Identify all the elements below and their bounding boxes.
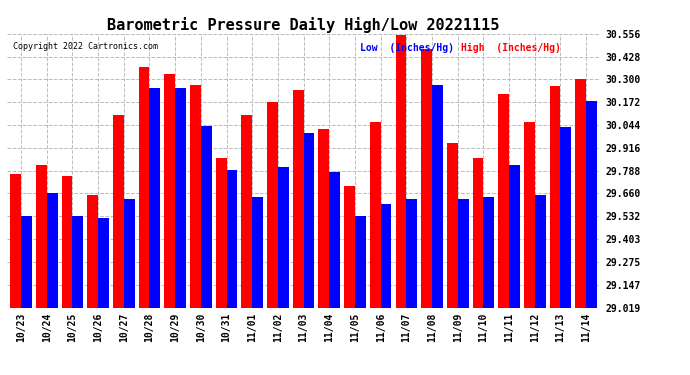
Bar [226,170,237,308]
Bar [113,115,124,308]
Bar [329,172,340,308]
Bar [524,122,535,308]
Bar [216,158,226,308]
Bar [344,186,355,308]
Bar [98,218,109,308]
Bar [395,35,406,308]
Bar [88,195,98,308]
Bar [473,158,484,308]
Bar [21,216,32,308]
Bar [267,102,278,308]
Title: Barometric Pressure Daily High/Low 20221115: Barometric Pressure Daily High/Low 20221… [108,16,500,33]
Bar [293,90,304,308]
Bar [535,195,546,308]
Bar [319,129,329,308]
Bar [550,87,560,308]
Bar [586,101,597,308]
Bar [175,88,186,308]
Bar [304,133,315,308]
Bar [164,74,175,308]
Bar [190,85,201,308]
Bar [36,165,47,308]
Bar [406,199,417,308]
Text: Copyright 2022 Cartronics.com: Copyright 2022 Cartronics.com [13,42,158,51]
Bar [139,67,150,308]
Bar [355,216,366,308]
Bar [381,204,391,308]
Bar [150,88,160,308]
Bar [124,199,135,308]
Bar [201,126,212,308]
Bar [241,115,253,308]
Bar [61,176,72,308]
Bar [10,174,21,308]
Bar [72,216,83,308]
Bar [484,197,494,308]
Bar [278,166,288,308]
Bar [47,194,57,308]
Text: High  (Inches/Hg): High (Inches/Hg) [461,44,561,53]
Bar [422,49,432,308]
Bar [509,165,520,308]
Bar [575,80,586,308]
Bar [457,199,469,308]
Bar [432,85,443,308]
Bar [447,144,457,308]
Text: Low  (Inches/Hg): Low (Inches/Hg) [360,44,454,53]
Bar [253,197,263,308]
Bar [370,122,381,308]
Bar [560,128,571,308]
Bar [498,94,509,308]
